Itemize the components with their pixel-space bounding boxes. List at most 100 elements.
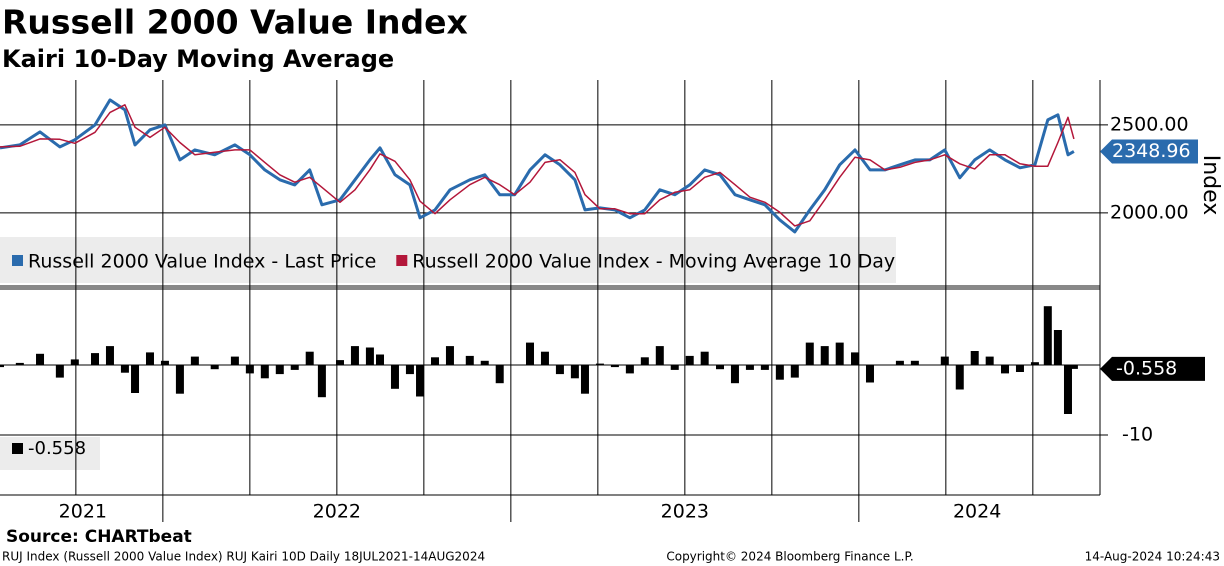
- bar: [610, 365, 619, 368]
- footer-left: RUJ Index (Russell 2000 Value Index) RUJ…: [2, 550, 485, 564]
- footer-center: Copyright© 2024 Bloomberg Finance L.P.: [666, 550, 913, 564]
- bar: [851, 352, 860, 365]
- bar: [555, 365, 564, 375]
- bar: [760, 365, 769, 370]
- x-tick-label: 2023: [661, 501, 709, 523]
- bar: [1000, 365, 1009, 374]
- bar: [230, 356, 239, 365]
- bar: [1030, 362, 1039, 365]
- bar: [445, 346, 454, 365]
- last-value-label: -0.558: [1116, 357, 1177, 379]
- bar: [260, 365, 269, 379]
- series-line: [0, 98, 1075, 234]
- bar: [580, 365, 589, 394]
- bar: [145, 352, 154, 365]
- bar: [925, 365, 934, 366]
- legend-box: [0, 237, 896, 283]
- bar: [970, 351, 979, 365]
- bar: [805, 342, 814, 365]
- bar: [790, 365, 799, 378]
- bar: [820, 346, 829, 365]
- legend-swatch: [12, 255, 23, 266]
- bar: [15, 362, 24, 365]
- bar: [275, 365, 284, 375]
- bar: [405, 365, 414, 375]
- x-tick-label: 2021: [59, 501, 107, 523]
- footer-right: 14-Aug-2024 10:24:43: [1085, 550, 1220, 564]
- bar: [131, 365, 140, 393]
- bar: [365, 347, 374, 365]
- y-tick-label: 2000.00: [1110, 201, 1189, 223]
- bar: [540, 351, 549, 365]
- bar: [1043, 306, 1052, 365]
- bar: [495, 365, 504, 384]
- legend-swatch: [396, 255, 408, 266]
- bar: [895, 360, 904, 365]
- bar: [465, 355, 474, 365]
- x-tick-label: 2022: [313, 501, 361, 523]
- source: Source: CHARTbeat: [6, 527, 192, 547]
- bar: [105, 346, 114, 365]
- bar: [305, 351, 314, 365]
- bar: [700, 351, 709, 365]
- bar: [390, 365, 399, 389]
- series-line: [0, 104, 1075, 227]
- y-tick-label: -10: [1122, 424, 1153, 446]
- bar: [1069, 365, 1078, 369]
- bar: [70, 359, 79, 365]
- legend-label: Russell 2000 Value Index - Last Price: [28, 251, 376, 273]
- bar: [655, 346, 664, 365]
- bar: [510, 365, 519, 366]
- bar: [715, 365, 724, 370]
- bar: [91, 353, 100, 365]
- y-tick-label: 2500.00: [1110, 113, 1189, 135]
- bar: [290, 365, 299, 370]
- x-tick-label: 2024: [953, 501, 1001, 523]
- bar: [335, 360, 344, 365]
- bar: [625, 365, 634, 374]
- bar: [985, 356, 994, 365]
- chart-title: Russell 2000 Value Index: [2, 3, 468, 42]
- bar: [910, 360, 919, 365]
- chart-subtitle: Kairi 10-Day Moving Average: [2, 45, 394, 73]
- bar: [317, 365, 326, 398]
- bar: [775, 365, 784, 380]
- bar: [1015, 365, 1024, 372]
- last-value-tag: [1100, 139, 1198, 164]
- bar: [1053, 330, 1062, 365]
- legend-label: -0.558: [28, 438, 86, 459]
- bar: [120, 365, 129, 373]
- bar: [430, 357, 439, 365]
- bar: [730, 365, 739, 384]
- bar: [350, 346, 359, 365]
- bar: [0, 365, 4, 368]
- bar: [1063, 365, 1072, 414]
- bar: [190, 356, 199, 365]
- bar: [865, 365, 874, 383]
- bar: [640, 357, 649, 365]
- bar: [685, 355, 694, 365]
- bar: [245, 365, 254, 374]
- legend-label: Russell 2000 Value Index - Moving Averag…: [412, 251, 895, 273]
- bar: [835, 342, 844, 365]
- bar: [160, 360, 169, 365]
- bar: [36, 353, 45, 365]
- bar: [940, 356, 949, 365]
- bar: [55, 365, 64, 378]
- bar: [210, 365, 219, 370]
- panel-separator: [0, 285, 1100, 290]
- bar: [570, 365, 579, 379]
- bar: [595, 363, 604, 365]
- bar: [880, 365, 889, 366]
- legend-swatch: [12, 443, 23, 454]
- last-value-tag: [1100, 356, 1205, 381]
- bar: [670, 365, 679, 370]
- bar: [745, 365, 754, 370]
- y-axis-label: Index: [1198, 155, 1223, 216]
- bar: [175, 365, 184, 394]
- bar: [955, 365, 964, 390]
- bar: [376, 354, 385, 365]
- bar: [525, 342, 534, 365]
- last-value-label: 2348.96: [1112, 140, 1191, 162]
